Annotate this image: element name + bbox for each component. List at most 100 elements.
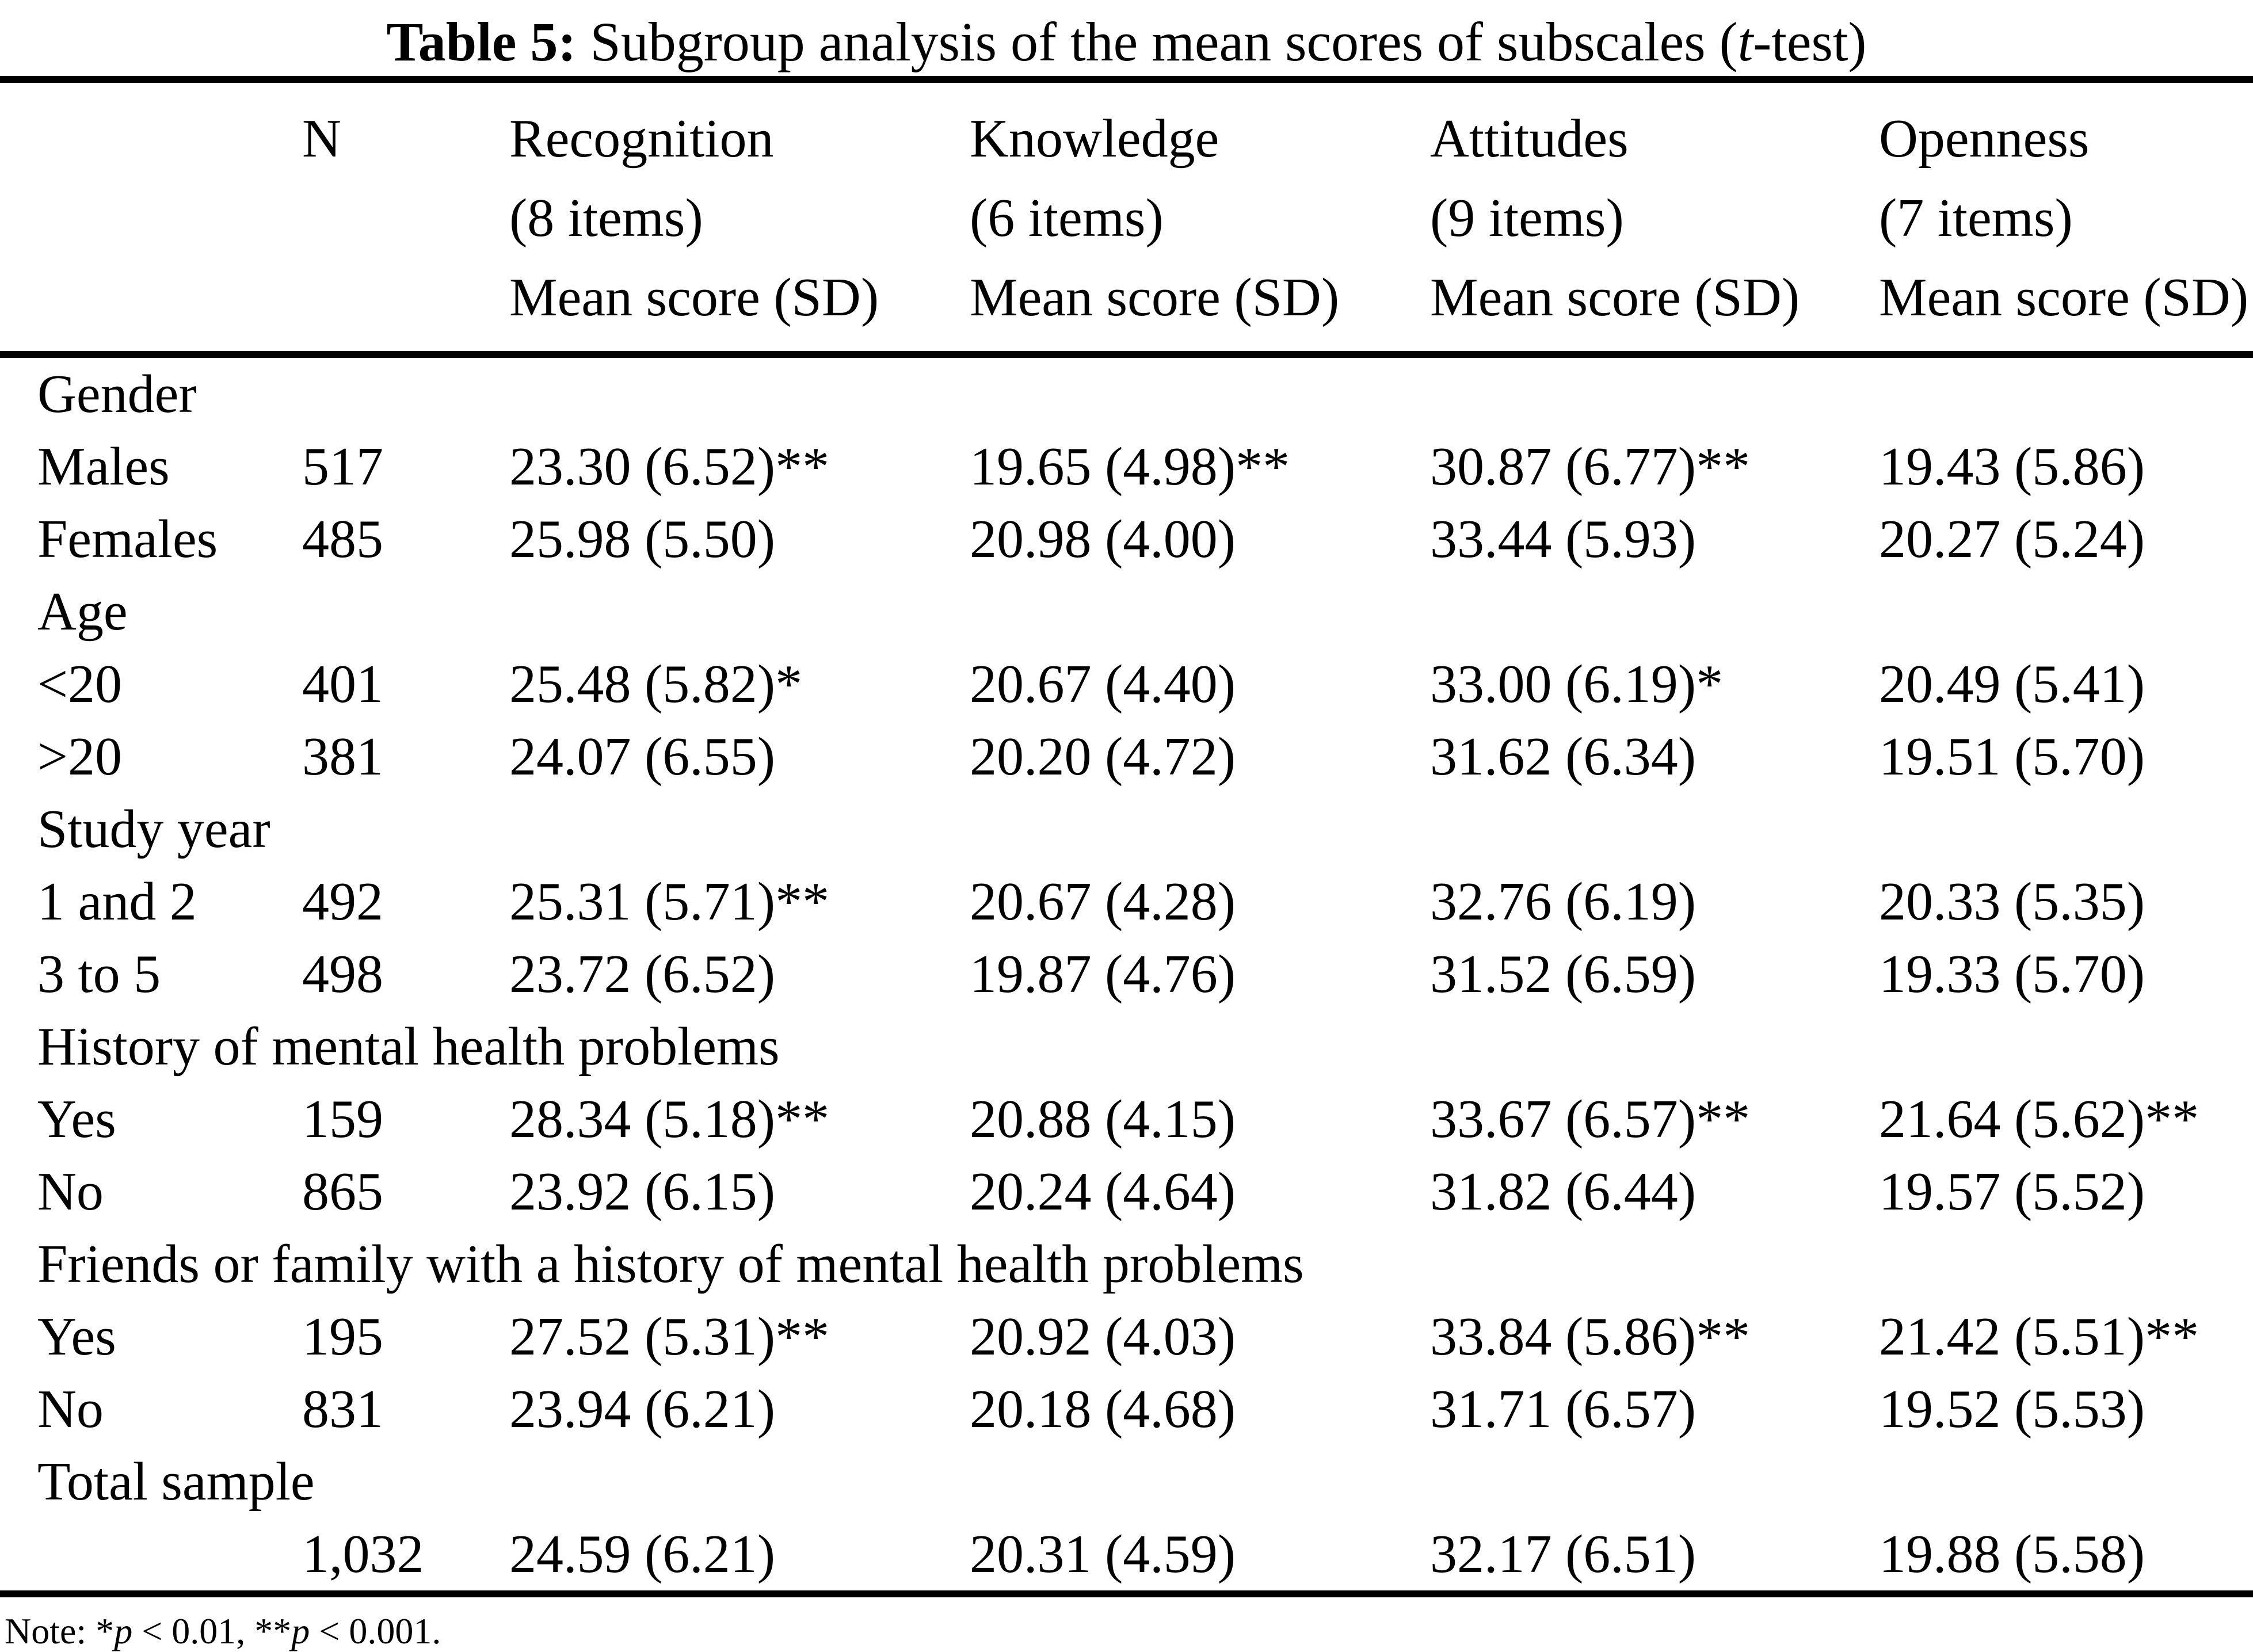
header-openness-measure: Mean score (SD): [1879, 267, 2249, 327]
table-row: >20 381 24.07 (6.55) 20.20 (4.72) 31.62 (6.3…: [37, 720, 2253, 793]
attitudes-cell: 32.17 (6.51): [1430, 1524, 1697, 1584]
n-cell: 401: [302, 654, 383, 714]
caption-text: Subgroup analysis of the mean scores of …: [576, 11, 1738, 73]
n-cell: 865: [302, 1161, 383, 1222]
attitudes-cell: 33.67 (6.57)**: [1430, 1089, 1751, 1149]
header-recognition-measure: Mean score (SD): [509, 267, 879, 327]
header-row-measure: Mean score (SD) Mean score (SD) Mean sco…: [37, 258, 2253, 337]
table-footnote: Note: *p < 0.01, **p < 0.001.: [0, 1597, 2253, 1651]
openness-cell: 19.88 (5.58): [1879, 1524, 2145, 1584]
recognition-cell: 25.31 (5.71)**: [509, 871, 830, 932]
table-row: Males 517 23.30 (6.52)** 19.65 (4.98)** 30.8…: [37, 430, 2253, 503]
table-row: Yes 159 28.34 (5.18)** 20.88 (4.15) 33.67 (6…: [37, 1083, 2253, 1155]
section-row: Friends or family with a history of ment…: [37, 1228, 2253, 1300]
section-label: Total sample: [37, 1451, 315, 1512]
n-cell: 1,032: [302, 1524, 424, 1584]
openness-cell: 19.51 (5.70): [1879, 726, 2145, 787]
attitudes-cell: 33.00 (6.19)*: [1430, 654, 1724, 714]
row-label-cell: Yes: [37, 1306, 116, 1367]
recognition-cell: 23.92 (6.15): [509, 1161, 776, 1222]
footnote-text: < 0.001.: [310, 1611, 441, 1651]
footnote-text: < 0.01, **: [132, 1611, 292, 1651]
table-row: 1,032 24.59 (6.21) 20.31 (4.59) 32.17 (6.51…: [37, 1518, 2253, 1590]
attitudes-cell: 33.44 (5.93): [1430, 509, 1697, 569]
header-recognition: Recognition: [509, 108, 774, 169]
header-row-names: N Recognition Knowledge Attitudes Openne…: [37, 99, 2253, 178]
n-cell: 498: [302, 944, 383, 1004]
top-rule: [0, 76, 2253, 83]
recognition-cell: 28.34 (5.18)**: [509, 1089, 830, 1149]
knowledge-cell: 20.20 (4.72): [970, 726, 1236, 787]
caption-suffix: -test): [1753, 11, 1867, 73]
header-attitudes-items: (9 items): [1430, 188, 1624, 248]
knowledge-cell: 20.98 (4.00): [970, 509, 1236, 569]
header-attitudes: Attitudes: [1430, 108, 1629, 169]
header-recognition-items: (8 items): [509, 188, 703, 248]
attitudes-cell: 31.71 (6.57): [1430, 1379, 1697, 1439]
openness-cell: 19.43 (5.86): [1879, 436, 2145, 497]
row-label-cell: >20: [37, 726, 123, 787]
recognition-cell: 23.94 (6.21): [509, 1379, 776, 1439]
table-body: Gender Males 517 23.30 (6.52)** 19.65 (4.98)…: [0, 358, 2253, 1590]
knowledge-cell: 20.92 (4.03): [970, 1306, 1236, 1367]
table-caption: Table 5: Subgroup analysis of the mean s…: [0, 0, 2253, 76]
row-label-cell: No: [37, 1379, 104, 1439]
header-openness: Openness: [1879, 108, 2090, 169]
table-row: Females 485 25.98 (5.50) 20.98 (4.00) 33.44 …: [37, 503, 2253, 575]
knowledge-cell: 20.31 (4.59): [970, 1524, 1236, 1584]
section-label: Friends or family with a history of ment…: [37, 1234, 1304, 1294]
row-label-cell: Males: [37, 436, 170, 497]
row-label-cell: Females: [37, 509, 218, 569]
knowledge-cell: 19.65 (4.98)**: [970, 436, 1290, 497]
n-cell: 831: [302, 1379, 383, 1439]
row-label-cell: No: [37, 1161, 104, 1222]
openness-cell: 19.33 (5.70): [1879, 944, 2145, 1004]
attitudes-cell: 33.84 (5.86)**: [1430, 1306, 1751, 1367]
recognition-cell: 23.72 (6.52): [509, 944, 776, 1004]
section-row: Gender: [37, 358, 2253, 430]
table-header: N Recognition Knowledge Attitudes Openne…: [0, 83, 2253, 351]
section-label: Gender: [37, 364, 197, 424]
footnote-italic-p: p: [291, 1611, 310, 1651]
section-row: Study year: [37, 793, 2253, 865]
attitudes-cell: 32.76 (6.19): [1430, 871, 1697, 932]
n-cell: 159: [302, 1089, 383, 1149]
attitudes-cell: 31.82 (6.44): [1430, 1161, 1697, 1222]
table-row: No 831 23.94 (6.21) 20.18 (4.68) 31.71 (6.57…: [37, 1373, 2253, 1445]
table-row: No 865 23.92 (6.15) 20.24 (4.64) 31.82 (6.44…: [37, 1155, 2253, 1228]
knowledge-cell: 20.88 (4.15): [970, 1089, 1236, 1149]
header-openness-items: (7 items): [1879, 188, 2073, 248]
table-number: Table 5:: [386, 11, 577, 73]
section-row: Age: [37, 575, 2253, 648]
openness-cell: 19.57 (5.52): [1879, 1161, 2145, 1222]
section-label: Age: [37, 581, 128, 642]
section-label: Study year: [37, 799, 270, 859]
header-knowledge: Knowledge: [970, 108, 1219, 169]
n-cell: 485: [302, 509, 383, 569]
knowledge-cell: 19.87 (4.76): [970, 944, 1236, 1004]
table-row: <20 401 25.48 (5.82)* 20.67 (4.40) 33.00 (6.…: [37, 648, 2253, 720]
n-cell: 195: [302, 1306, 383, 1367]
attitudes-cell: 31.62 (6.34): [1430, 726, 1697, 787]
header-n: N: [302, 108, 341, 169]
openness-cell: 21.64 (5.62)**: [1879, 1089, 2199, 1149]
row-label-cell: 3 to 5: [37, 944, 161, 1004]
header-attitudes-measure: Mean score (SD): [1430, 267, 1800, 327]
attitudes-cell: 31.52 (6.59): [1430, 944, 1697, 1004]
attitudes-cell: 30.87 (6.77)**: [1430, 436, 1751, 497]
recognition-cell: 25.48 (5.82)*: [509, 654, 803, 714]
knowledge-cell: 20.67 (4.40): [970, 654, 1236, 714]
row-label-cell: <20: [37, 654, 123, 714]
openness-cell: 20.49 (5.41): [1879, 654, 2145, 714]
row-label-cell: 1 and 2: [37, 871, 197, 932]
recognition-cell: 27.52 (5.31)**: [509, 1306, 830, 1367]
openness-cell: 19.52 (5.53): [1879, 1379, 2145, 1439]
openness-cell: 20.27 (5.24): [1879, 509, 2145, 569]
footnote-italic-p: p: [114, 1611, 133, 1651]
caption-italic-t: t: [1737, 11, 1753, 73]
recognition-cell: 24.07 (6.55): [509, 726, 776, 787]
footnote-text: Note: *: [5, 1611, 115, 1651]
n-cell: 492: [302, 871, 383, 932]
section-row: History of mental health problems: [37, 1010, 2253, 1083]
